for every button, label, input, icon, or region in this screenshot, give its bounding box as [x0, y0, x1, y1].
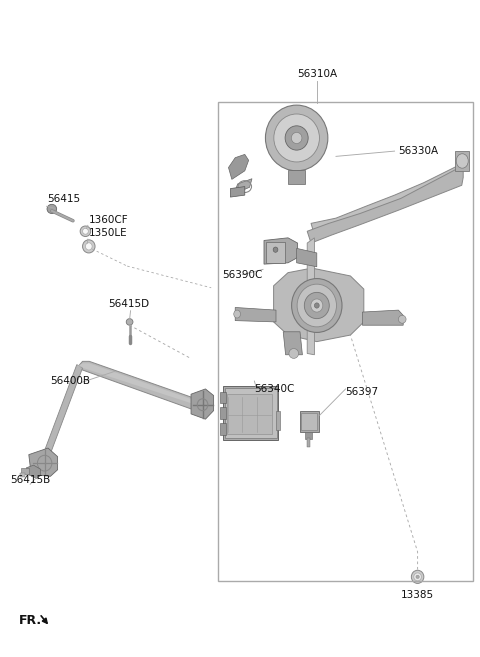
- Bar: [276, 411, 280, 430]
- Ellipse shape: [265, 105, 328, 171]
- Polygon shape: [264, 238, 298, 264]
- Bar: [455, 151, 469, 171]
- Polygon shape: [297, 248, 317, 267]
- Ellipse shape: [83, 229, 88, 235]
- Bar: [301, 413, 317, 430]
- Polygon shape: [362, 310, 403, 325]
- Ellipse shape: [274, 114, 320, 162]
- Bar: [21, 468, 29, 474]
- Bar: [220, 392, 226, 403]
- Ellipse shape: [80, 226, 91, 237]
- Bar: [227, 394, 272, 434]
- Bar: [300, 411, 319, 432]
- Text: FR.: FR.: [19, 614, 42, 627]
- Polygon shape: [305, 432, 312, 439]
- Text: 56310A: 56310A: [297, 69, 337, 79]
- Polygon shape: [26, 465, 40, 478]
- Polygon shape: [307, 238, 314, 355]
- Ellipse shape: [273, 247, 278, 252]
- Ellipse shape: [414, 573, 421, 581]
- Bar: [220, 423, 226, 435]
- Polygon shape: [274, 268, 364, 342]
- Ellipse shape: [126, 319, 133, 325]
- Polygon shape: [235, 307, 276, 322]
- Bar: [223, 386, 278, 440]
- Polygon shape: [228, 154, 249, 179]
- Polygon shape: [283, 332, 302, 355]
- Text: 56415D: 56415D: [108, 299, 149, 309]
- Ellipse shape: [85, 243, 92, 250]
- Text: 56397: 56397: [346, 388, 379, 397]
- Ellipse shape: [291, 133, 302, 144]
- Ellipse shape: [311, 299, 323, 312]
- Ellipse shape: [297, 284, 336, 327]
- Text: 13385: 13385: [401, 590, 434, 600]
- Polygon shape: [288, 170, 305, 184]
- Ellipse shape: [234, 310, 240, 318]
- Bar: [218, 102, 473, 581]
- Polygon shape: [77, 361, 202, 411]
- Bar: [225, 388, 277, 438]
- Text: 56415B: 56415B: [11, 475, 51, 485]
- Ellipse shape: [398, 315, 406, 323]
- Polygon shape: [311, 164, 463, 235]
- Polygon shape: [307, 166, 463, 243]
- Ellipse shape: [292, 279, 342, 332]
- Text: 56330A: 56330A: [398, 146, 439, 156]
- Polygon shape: [29, 448, 58, 476]
- Text: 56400B: 56400B: [50, 376, 90, 386]
- Ellipse shape: [304, 292, 329, 319]
- Ellipse shape: [416, 576, 420, 579]
- Text: 56340C: 56340C: [254, 384, 295, 394]
- Polygon shape: [230, 187, 245, 197]
- Bar: [220, 407, 226, 419]
- Ellipse shape: [47, 204, 57, 214]
- Polygon shape: [307, 438, 310, 447]
- Ellipse shape: [285, 126, 308, 150]
- Ellipse shape: [289, 348, 299, 359]
- Polygon shape: [191, 389, 214, 419]
- Polygon shape: [39, 365, 83, 466]
- Ellipse shape: [411, 570, 424, 583]
- Text: 1350LE: 1350LE: [89, 228, 127, 238]
- Polygon shape: [234, 179, 252, 194]
- Text: 56390C: 56390C: [222, 269, 262, 280]
- Polygon shape: [77, 363, 200, 405]
- Text: 56415: 56415: [47, 194, 80, 204]
- Ellipse shape: [456, 154, 468, 168]
- Bar: [266, 242, 285, 263]
- Ellipse shape: [314, 303, 319, 308]
- Ellipse shape: [83, 240, 95, 253]
- Text: 1360CF: 1360CF: [89, 215, 129, 225]
- Bar: [20, 473, 25, 477]
